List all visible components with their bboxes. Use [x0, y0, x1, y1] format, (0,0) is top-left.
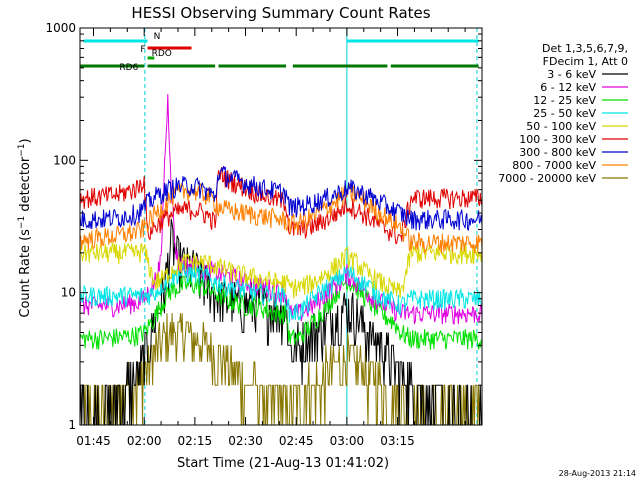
legend-label: 800 - 7000 keV: [512, 159, 596, 172]
x-tick-label: 02:30: [228, 434, 263, 448]
y-axis: 1 10 100 1000: [45, 21, 482, 432]
y-axis-label: Count Rate (s−1 detector−1): [17, 138, 33, 317]
y-tick-label: 1000: [45, 21, 76, 35]
x-tick-label: 03:00: [330, 434, 365, 448]
series-line-25-50-kev: [79, 262, 483, 323]
legend-label: 7000 - 20000 keV: [498, 172, 596, 185]
legend-header-line: Det 1,3,5,6,7,9,: [542, 42, 628, 55]
x-tick-label: 02:45: [279, 434, 314, 448]
plot-area: NF RDO RD6: [79, 28, 483, 426]
y-tick-label: 1: [68, 418, 76, 432]
flag-label-f: F: [140, 45, 145, 55]
y-tick-label: 10: [61, 286, 76, 300]
plot-frame: [79, 27, 483, 426]
series-line-12-25-kev: [79, 275, 483, 350]
flag-label-rdo: RDO: [152, 49, 172, 59]
flag-label-n: N: [154, 32, 161, 42]
legend-label: 100 - 300 keV: [519, 133, 596, 146]
flag-label-rd6: RD6: [119, 63, 138, 73]
legend-label: 6 - 12 keV: [540, 81, 596, 94]
x-axis: 01:45 02:00 02:15 02:30 02:45 03:00 03:15: [76, 28, 483, 448]
x-tick-label: 02:00: [127, 434, 162, 448]
y-tick-label: 100: [53, 153, 76, 167]
series-line-50-100-kev: [79, 242, 483, 299]
x-axis-label: Start Time (21-Aug-13 01:41:02): [177, 456, 389, 471]
legend-label: 300 - 800 keV: [519, 146, 596, 159]
x-tick-label: 01:45: [76, 434, 111, 448]
legend-label: 3 - 6 keV: [547, 68, 596, 81]
x-tick-label: 03:15: [380, 434, 415, 448]
timestamp: 28-Aug-2013 21:14: [559, 469, 636, 478]
series-line-300-800-kev: [79, 166, 483, 231]
legend-label: 12 - 25 keV: [533, 94, 596, 107]
legend-label: 50 - 100 keV: [526, 120, 596, 133]
legend-label: 25 - 50 keV: [533, 107, 596, 120]
x-tick-label: 02:15: [178, 434, 213, 448]
legend-header-line: FDecim 1, Att 0: [543, 55, 628, 68]
legend: Det 1,3,5,6,7,9,FDecim 1, Att 03 - 6 keV…: [498, 42, 628, 185]
series-line-800-7000-kev: [79, 182, 483, 255]
chart-title: HESSI Observing Summary Count Rates: [131, 4, 430, 22]
